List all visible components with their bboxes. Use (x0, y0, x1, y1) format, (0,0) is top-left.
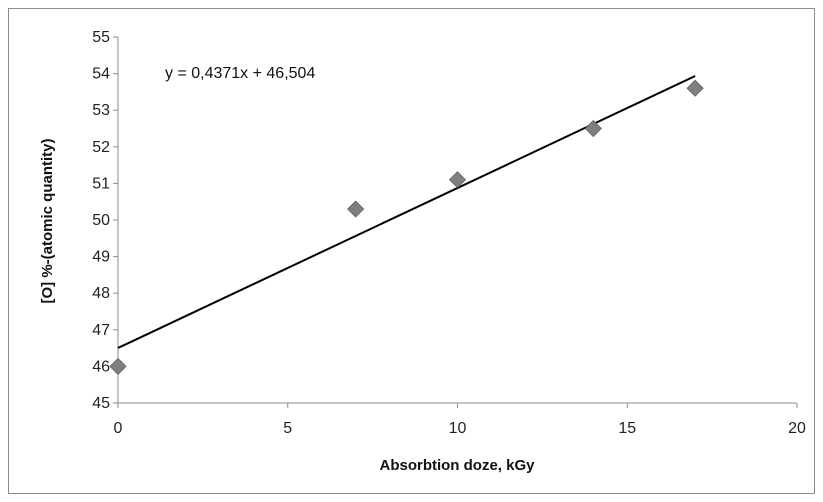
trendline-equation: y = 0,4371x + 46,504 (165, 65, 315, 82)
data-point-diamond (109, 357, 127, 375)
x-tick-label: 20 (788, 420, 806, 437)
y-axis-ticks: 45 46 47 48 49 50 51 52 53 54 55 (92, 29, 118, 412)
y-tick-label: 53 (92, 102, 110, 119)
y-tick-label: 48 (92, 285, 110, 302)
x-tick-label: 10 (449, 420, 467, 437)
x-tick-label: 15 (618, 420, 636, 437)
data-point-diamond (347, 200, 365, 218)
x-axis-title: Absorbtion doze, kGy (379, 457, 535, 474)
y-tick-label: 54 (92, 66, 110, 83)
y-tick-label: 49 (92, 249, 110, 266)
x-axis-ticks: 0 5 10 15 20 (114, 403, 806, 437)
trendline-group (117, 75, 696, 349)
trendline (117, 75, 696, 349)
y-tick-label: 46 (92, 358, 110, 375)
data-point-diamond (686, 79, 704, 97)
data-points (109, 79, 704, 375)
x-tick-label: 5 (283, 420, 292, 437)
y-tick-label: 47 (92, 322, 110, 339)
y-tick-label: 52 (92, 139, 110, 156)
chart-area (8, 8, 815, 494)
y-tick-label: 50 (92, 212, 110, 229)
x-tick-label: 0 (114, 420, 123, 437)
y-axis-title: [O] %-(atomic quantity) (39, 139, 56, 304)
data-point-diamond (448, 171, 467, 189)
data-point-diamond (584, 119, 602, 138)
y-tick-label: 51 (92, 175, 110, 192)
y-tick-label: 45 (92, 395, 110, 412)
y-tick-label: 55 (92, 29, 110, 46)
